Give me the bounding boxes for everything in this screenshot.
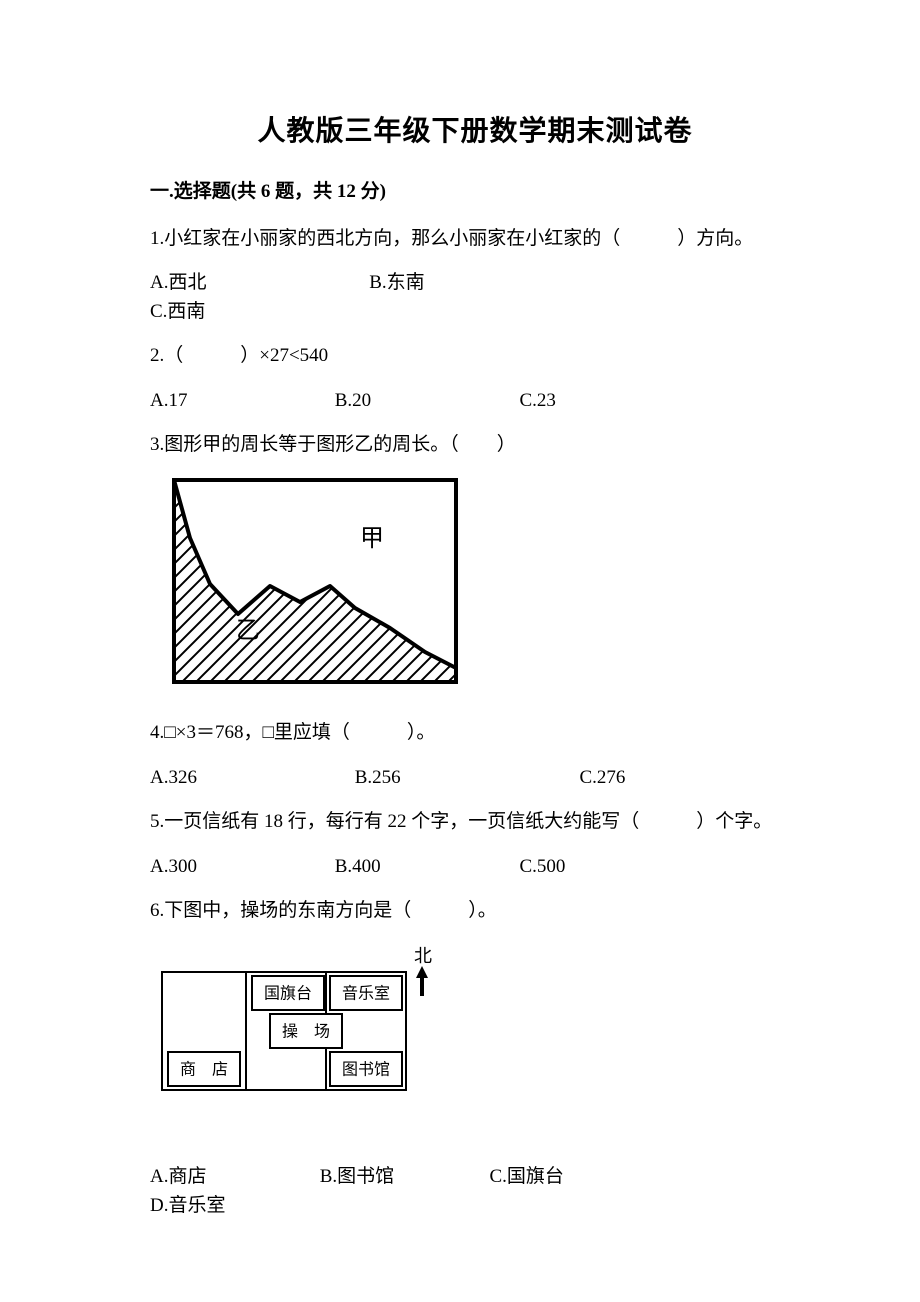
q2-option-a: A.17 [150, 387, 330, 416]
question-3-text: 3.图形甲的周长等于图形乙的周长。（ ） [150, 431, 800, 460]
q2-option-b: B.20 [335, 387, 515, 416]
q3-svg: 甲 乙 [150, 476, 460, 686]
question-5-options: A.300 B.400 C.500 [150, 853, 800, 882]
q3-label-jia: 甲 [360, 526, 384, 552]
q6-label-flag: 国旗台 [264, 984, 312, 1002]
q6-option-b: B.图书馆 [320, 1163, 485, 1192]
q3-label-yi: 乙 [236, 618, 260, 644]
q1-option-c: C.西南 [150, 298, 365, 327]
q6-label-field: 操 场 [282, 1022, 330, 1040]
q6-option-c: C.国旗台 [490, 1163, 655, 1192]
q6-option-d: D.音乐室 [150, 1192, 315, 1221]
q6-svg: 北 国旗台 音乐室操 场商 店 图书馆 [150, 942, 450, 1112]
q6-label-library: 图书馆 [342, 1060, 390, 1078]
q5-option-c: C.500 [520, 853, 700, 882]
q6-label-shop: 商 店 [180, 1060, 228, 1078]
q4-option-a: A.326 [150, 764, 350, 793]
question-6-diagram: 北 国旗台 音乐室操 场商 店 图书馆 [150, 942, 800, 1122]
q5-option-a: A.300 [150, 853, 330, 882]
question-6-text: 6.下图中，操场的东南方向是（ ）。 [150, 897, 800, 926]
north-arrow-icon [416, 966, 428, 996]
q1-option-a: A.西北 [150, 269, 365, 298]
question-4-text: 4.□×3＝768，□里应填（ ）。 [150, 719, 800, 748]
question-2-text: 2.（ ）×27<540 [150, 342, 800, 371]
q4-option-b: B.256 [355, 764, 575, 793]
q4-option-c: C.276 [580, 764, 626, 793]
q1-option-b: B.东南 [369, 269, 584, 298]
q2-option-c: C.23 [520, 387, 700, 416]
q6-option-a: A.商店 [150, 1163, 315, 1192]
question-2-options: A.17 B.20 C.23 [150, 387, 800, 416]
question-1-options: A.西北 B.东南 C.西南 [150, 269, 800, 326]
question-6-options: A.商店 B.图书馆 C.国旗台 D.音乐室 [150, 1163, 800, 1220]
q6-north-label: 北 [414, 946, 432, 966]
question-3-diagram: 甲 乙 [150, 476, 800, 696]
q5-option-b: B.400 [335, 853, 515, 882]
question-4-options: A.326 B.256 C.276 [150, 764, 800, 793]
exam-page: 人教版三年级下册数学期末测试卷 一.选择题(共 6 题，共 12 分) 1.小红… [0, 0, 920, 1296]
question-1-text: 1.小红家在小丽家的西北方向，那么小丽家在小红家的（ ）方向。 [150, 225, 800, 254]
page-title: 人教版三年级下册数学期末测试卷 [150, 110, 800, 152]
q6-label-music: 音乐室 [342, 984, 390, 1002]
question-5-text: 5.一页信纸有 18 行，每行有 22 个字，一页信纸大约能写（ ）个字。 [150, 808, 800, 837]
section-1-heading: 一.选择题(共 6 题，共 12 分) [150, 178, 800, 207]
